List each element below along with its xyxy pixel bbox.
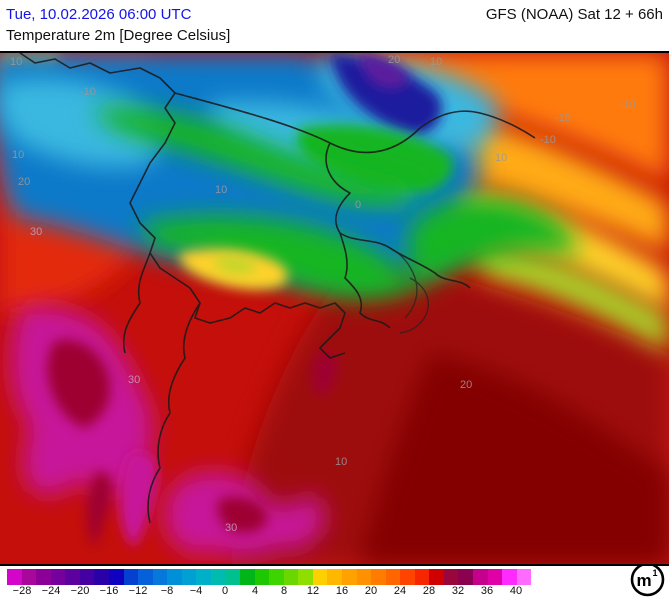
- svg-text:10: 10: [495, 152, 507, 164]
- svg-text:20: 20: [18, 176, 30, 188]
- svg-text:10: 10: [215, 184, 227, 196]
- svg-text:-10: -10: [540, 134, 556, 146]
- svg-text:20: 20: [460, 379, 472, 391]
- svg-text:10: 10: [430, 56, 442, 68]
- svg-text:m: m: [636, 571, 651, 590]
- svg-text:30: 30: [30, 226, 42, 238]
- svg-text:-10: -10: [80, 86, 96, 98]
- svg-text:10: 10: [12, 149, 24, 161]
- svg-text:1: 1: [652, 568, 657, 578]
- svg-text:-10: -10: [555, 112, 571, 124]
- svg-text:30: 30: [128, 374, 140, 386]
- svg-text:10: 10: [335, 456, 347, 468]
- svg-text:0: 0: [355, 199, 361, 211]
- svg-text:10: 10: [10, 56, 22, 68]
- svg-text:20: 20: [388, 54, 400, 66]
- svg-text:-10: -10: [620, 99, 636, 111]
- svg-text:30: 30: [225, 522, 237, 534]
